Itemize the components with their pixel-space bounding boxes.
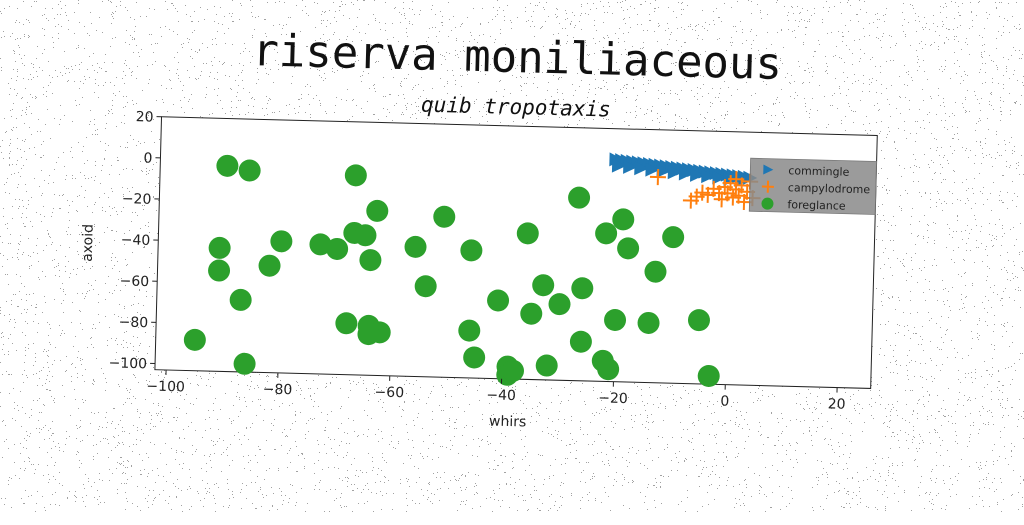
x-tick-label: −60 [374,384,404,401]
y-tick-label: −40 [121,232,151,249]
x-tick-label: −80 [262,382,292,399]
x-tick-label: 0 [720,394,729,410]
x-tick-label: 20 [828,396,846,412]
legend-label-foreglance: foreglance [787,198,846,213]
y-axis-label: axoid [80,224,97,262]
x-axis-label: whirs [489,413,527,430]
legend-label-commingle: commingle [788,164,850,179]
y-tick-label: 0 [143,150,152,166]
y-tick-label: −80 [118,314,148,331]
x-tick-label: −100 [146,378,185,395]
y-tick-label: −100 [108,355,147,372]
legend: commingle campylodrome foreglance [749,158,876,214]
legend-label-campylodrome: campylodrome [788,181,871,196]
chart-title: riserva moniliaceous [252,25,783,90]
y-tick-label: −20 [122,191,152,208]
x-tick-label: −20 [598,390,628,407]
chart-subtitle: quib tropotaxis [421,93,611,122]
y-tick-label: 20 [135,109,153,125]
x-tick-label: −40 [486,387,516,404]
plot-area [155,117,877,389]
y-tick-label: −60 [119,273,149,290]
